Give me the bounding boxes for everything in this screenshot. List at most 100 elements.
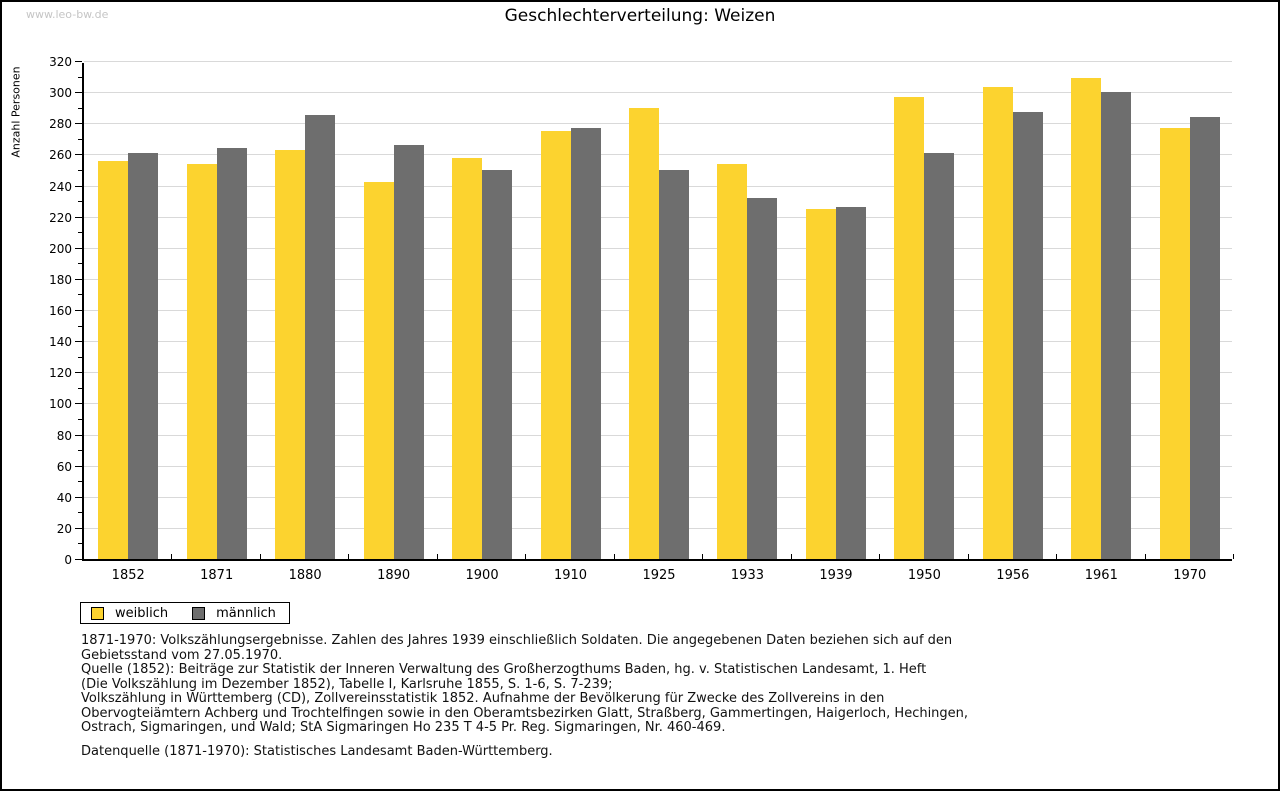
note-line: Obervogteiämtern Achberg und Trochtelfin… xyxy=(81,705,969,721)
bar-männlich-1910 xyxy=(570,127,601,559)
bar-männlich-1970 xyxy=(1189,117,1220,559)
y-tick-30 xyxy=(78,512,82,514)
legend-swatch-maennlich xyxy=(192,606,206,620)
y-axis-title: Anzahl Personen xyxy=(9,66,23,158)
note-line: Ostrach, Sigmaringen, und Wald; StA Sigm… xyxy=(81,720,726,735)
chart-title: Geschlechterverteilung: Weizen xyxy=(504,6,776,26)
bar-männlich-1950 xyxy=(924,152,955,559)
y-tick-100 xyxy=(75,403,82,405)
site-watermark: www.leo-bw.de xyxy=(26,8,109,21)
x-category-label-1970: 1970 xyxy=(1173,568,1207,583)
y-tick-130 xyxy=(78,356,82,358)
x-category-label-1933: 1933 xyxy=(730,568,764,583)
y-tick-label-0: 0 xyxy=(64,553,72,567)
y-tick-label-80: 80 xyxy=(56,428,72,443)
y-tick-220 xyxy=(75,216,82,218)
y-tick-310 xyxy=(78,76,82,78)
y-tick-40 xyxy=(75,496,82,498)
y-tick-150 xyxy=(78,325,82,327)
note-line: Quelle (1852): Beiträge zur Statistik de… xyxy=(81,662,927,677)
y-tick-label-280: 280 xyxy=(49,117,72,132)
x-category-label-1961: 1961 xyxy=(1084,568,1118,583)
x-tick-5 xyxy=(525,554,527,559)
x-category-label-1880: 1880 xyxy=(288,568,322,583)
y-tick-300 xyxy=(75,92,82,94)
note-line: (Die Volkszählung im Dezember 1852), Tab… xyxy=(81,676,613,692)
note-line: 1871-1970: Volkszählungsergebnisse. Zahl… xyxy=(81,633,953,648)
x-tick-7 xyxy=(702,554,704,559)
legend-label-maennlich: männlich xyxy=(216,605,276,621)
bar-weiblich-1890 xyxy=(363,182,394,559)
y-tick-190 xyxy=(78,263,82,265)
bar-weiblich-1970 xyxy=(1159,127,1190,559)
y-tick-160 xyxy=(75,310,82,311)
bar-männlich-1956 xyxy=(1012,112,1043,559)
y-tick-label-160: 160 xyxy=(49,304,72,318)
plot-area: 0 20 40 60 80 100 120 140 160 180 200 220 240 260 280 3… xyxy=(49,56,1234,583)
y-tick-90 xyxy=(78,418,82,420)
note-line: Gebietsstand vom 27.05.1970. xyxy=(81,647,283,663)
y-tick-label-140: 140 xyxy=(49,335,72,350)
y-tick-70 xyxy=(78,450,82,452)
bar-männlich-1961 xyxy=(1101,92,1132,559)
y-tick-label-220: 220 xyxy=(49,210,72,225)
x-tick-10 xyxy=(967,554,969,559)
y-tick-10 xyxy=(78,543,82,545)
bar-weiblich-1852 xyxy=(98,160,129,559)
y-tick-label-240: 240 xyxy=(49,179,72,194)
y-tick-210 xyxy=(78,232,82,234)
x-category-label-1950: 1950 xyxy=(907,568,941,583)
x-category-label-1871: 1871 xyxy=(200,568,234,583)
y-tick-label-260: 260 xyxy=(49,148,72,163)
y-tick-label-180: 180 xyxy=(49,272,72,287)
y-tick-170 xyxy=(78,294,82,296)
legend: weiblich männlich xyxy=(80,602,290,624)
x-tick-8 xyxy=(790,554,792,559)
bar-weiblich-1950 xyxy=(894,96,925,559)
x-tick-11 xyxy=(1056,554,1058,559)
y-tick-label-40: 40 xyxy=(56,490,72,505)
x-tick-12 xyxy=(1144,554,1146,559)
x-tick-2 xyxy=(259,554,261,559)
y-tick-230 xyxy=(78,201,82,203)
y-tick-label-20: 20 xyxy=(56,521,72,536)
bar-männlich-1852 xyxy=(128,152,159,559)
y-tick-240 xyxy=(75,185,82,187)
y-tick-290 xyxy=(78,107,82,109)
legend-swatch-weiblich xyxy=(91,606,104,620)
y-tick-20 xyxy=(75,527,82,529)
x-tick-6 xyxy=(613,554,615,559)
y-tick-label-60: 60 xyxy=(56,459,72,474)
y-tick-260 xyxy=(75,154,82,156)
y-tick-110 xyxy=(78,387,82,389)
data-source-line: Datenquelle (1871-1970): Statistisches L… xyxy=(81,743,553,759)
y-tick-50 xyxy=(78,481,82,483)
y-tick-280 xyxy=(75,123,82,125)
y-tick-250 xyxy=(78,169,82,171)
x-tick-9 xyxy=(879,554,881,559)
x-category-label-1900: 1900 xyxy=(465,568,499,583)
y-tick-label-120: 120 xyxy=(49,366,72,381)
y-tick-200 xyxy=(75,247,82,249)
bar-männlich-1900 xyxy=(482,169,513,559)
bar-männlich-1880 xyxy=(305,115,336,559)
gridline-y-300 xyxy=(84,92,1232,94)
y-tick-label-200: 200 xyxy=(49,241,72,256)
bar-weiblich-1939 xyxy=(805,208,836,559)
y-tick-320 xyxy=(75,61,82,62)
x-category-label-1852: 1852 xyxy=(111,568,145,583)
x-tick-1 xyxy=(171,554,173,559)
gridline-y-320 xyxy=(84,61,1232,62)
y-tick-label-100: 100 xyxy=(49,397,72,412)
y-tick-label-320: 320 xyxy=(49,55,72,69)
y-tick-270 xyxy=(78,138,82,140)
x-category-label-1925: 1925 xyxy=(642,568,676,583)
bar-weiblich-1956 xyxy=(982,87,1013,559)
note-line: Volkszählung in Württemberg (CD), Zollve… xyxy=(81,691,885,706)
y-tick-80 xyxy=(75,434,82,436)
bar-weiblich-1925 xyxy=(629,107,659,559)
bar-weiblich-1871 xyxy=(186,163,217,559)
legend-label-weiblich: weiblich xyxy=(115,605,169,621)
x-category-label-1939: 1939 xyxy=(819,568,853,583)
